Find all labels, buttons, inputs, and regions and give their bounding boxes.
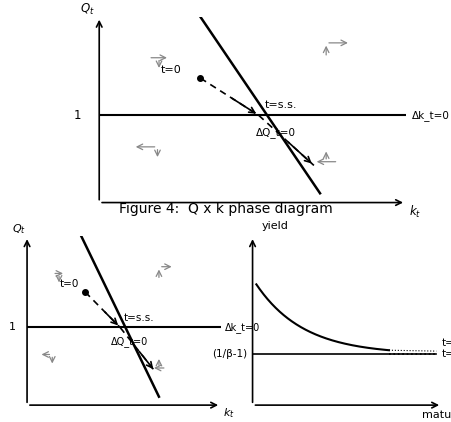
Text: t=s.s.: t=s.s. — [265, 100, 297, 110]
Text: $k_t$: $k_t$ — [409, 204, 421, 220]
Text: t=0: t=0 — [442, 338, 451, 348]
Text: maturity: maturity — [422, 410, 451, 420]
Text: t=s.s.: t=s.s. — [124, 313, 155, 323]
Text: Figure 4:  Q x k phase diagram: Figure 4: Q x k phase diagram — [119, 202, 332, 216]
Text: $k_t$: $k_t$ — [223, 407, 235, 420]
Text: Δk_t=0: Δk_t=0 — [412, 110, 450, 121]
Text: ΔQ_t=0: ΔQ_t=0 — [111, 336, 148, 347]
Text: t=s.s.: t=s.s. — [442, 349, 451, 360]
Text: ΔQ_t=0: ΔQ_t=0 — [256, 127, 295, 138]
Text: t=0: t=0 — [60, 279, 79, 289]
Text: Δk_t=0: Δk_t=0 — [225, 322, 260, 333]
Text: t=0: t=0 — [161, 65, 181, 75]
Text: yield: yield — [262, 221, 289, 231]
Text: (1/β-1): (1/β-1) — [212, 349, 247, 360]
Text: 1: 1 — [74, 109, 81, 122]
Text: 1: 1 — [9, 322, 15, 333]
Text: $Q_t$: $Q_t$ — [12, 222, 26, 236]
Text: $Q_t$: $Q_t$ — [79, 2, 94, 17]
